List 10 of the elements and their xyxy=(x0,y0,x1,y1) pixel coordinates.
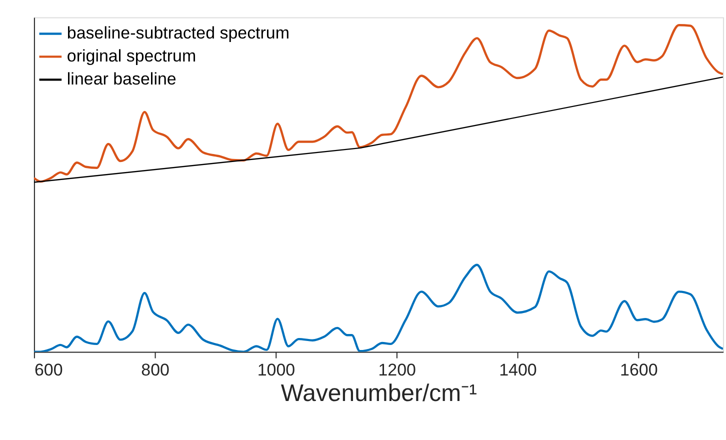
legend-label: baseline-subtracted spectrum xyxy=(66,24,290,43)
x-tick-label: 800 xyxy=(141,360,170,380)
x-tick-label: 1400 xyxy=(499,360,537,380)
x-axis-title: Wavenumber/cm⁻¹ xyxy=(280,380,478,408)
x-tick-label: 1600 xyxy=(620,360,658,380)
x-tick-label: 1000 xyxy=(257,360,296,380)
legend-label: linear baseline xyxy=(66,70,176,89)
legend-label: original spectrum xyxy=(66,46,196,66)
x-tick-label: 1200 xyxy=(378,360,416,380)
x-tick-label: 600 xyxy=(34,360,63,380)
